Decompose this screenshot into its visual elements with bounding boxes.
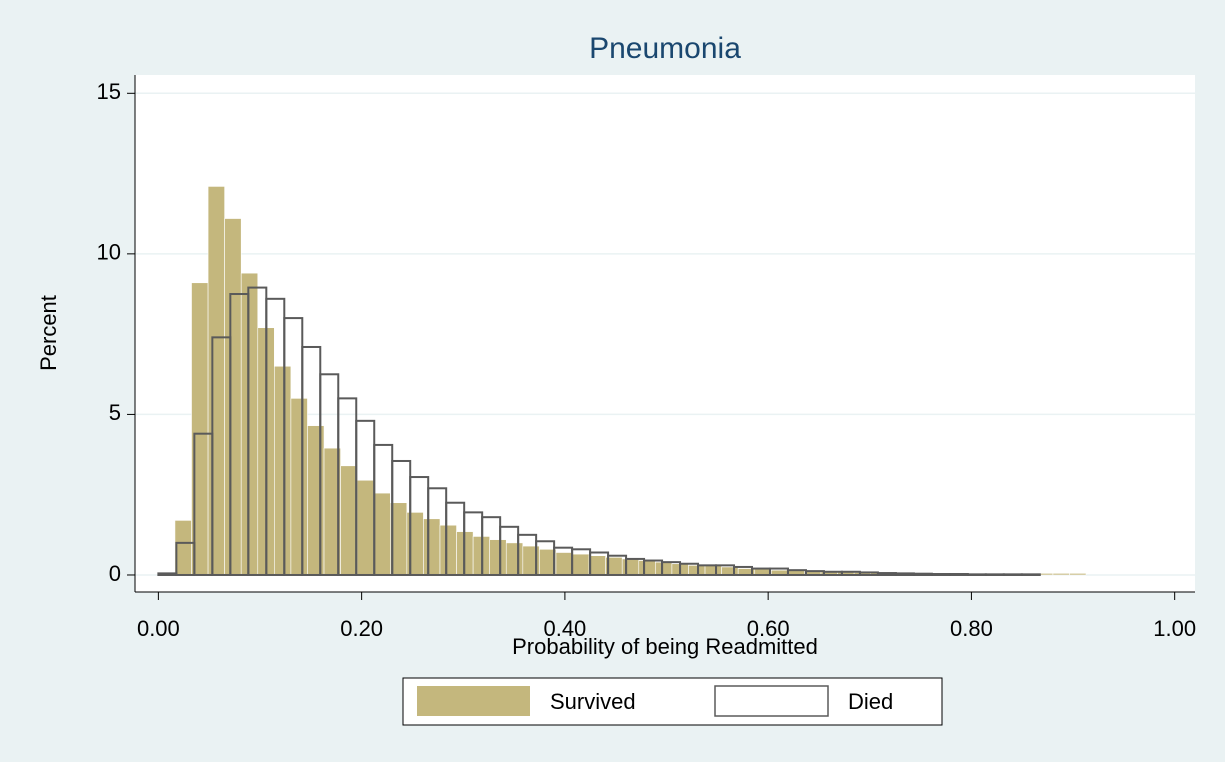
chart-title: Pneumonia	[589, 32, 741, 65]
histogram-bar	[704, 565, 722, 576]
y-tick-label: 5	[109, 400, 121, 425]
legend-label: Died	[848, 689, 893, 714]
histogram-bar	[373, 492, 391, 576]
y-tick-label: 10	[97, 240, 121, 265]
histogram-bar	[588, 555, 606, 576]
histogram-bar	[984, 573, 1005, 576]
histogram-bar	[688, 565, 706, 576]
histogram-bar	[621, 558, 640, 576]
histogram-bar	[1002, 573, 1023, 576]
x-tick-label: 0.60	[747, 616, 790, 641]
histogram-bar	[274, 365, 292, 576]
histogram-bar	[1052, 573, 1070, 576]
histogram-bar	[912, 572, 933, 576]
histogram-bar	[966, 573, 987, 576]
legend-label: Survived	[550, 689, 636, 714]
histogram-bar	[240, 272, 259, 576]
x-tick-label: 0.40	[543, 616, 586, 641]
histogram-bar	[207, 186, 225, 576]
x-tick-label: 0.20	[340, 616, 383, 641]
histogram-bar	[638, 560, 656, 576]
y-tick-label: 15	[97, 79, 121, 104]
legend-swatch	[417, 686, 530, 716]
histogram-bar	[1069, 573, 1087, 576]
histogram-bar	[930, 573, 951, 576]
histogram-bar	[894, 572, 915, 576]
histogram-bar	[224, 218, 242, 576]
histogram-bar	[572, 553, 590, 576]
histogram-bar	[555, 552, 573, 576]
legend-swatch	[714, 685, 829, 717]
histogram-bar	[356, 479, 375, 576]
histogram-bar	[489, 539, 507, 576]
histogram-bar	[948, 573, 969, 576]
histogram-bar	[1020, 573, 1041, 576]
histogram-bar	[721, 566, 739, 576]
x-tick-label: 0.00	[137, 616, 180, 641]
histogram-bar	[340, 465, 358, 576]
histogram-bar	[439, 524, 457, 576]
histogram-bar	[157, 572, 178, 576]
histogram-bar	[655, 561, 673, 576]
x-tick-label: 1.00	[1153, 616, 1196, 641]
x-tick-label: 0.80	[950, 616, 993, 641]
histogram-bar	[505, 542, 524, 576]
y-axis-title: Percent	[36, 295, 61, 371]
histogram-bar	[876, 572, 897, 576]
histogram-bar	[174, 520, 192, 576]
x-axis-title: Probability of being Readmitted	[512, 634, 818, 659]
histogram-bar	[307, 425, 325, 576]
histogram-bar	[290, 398, 308, 576]
histogram-bar	[423, 518, 441, 576]
y-tick-label: 0	[109, 561, 121, 586]
